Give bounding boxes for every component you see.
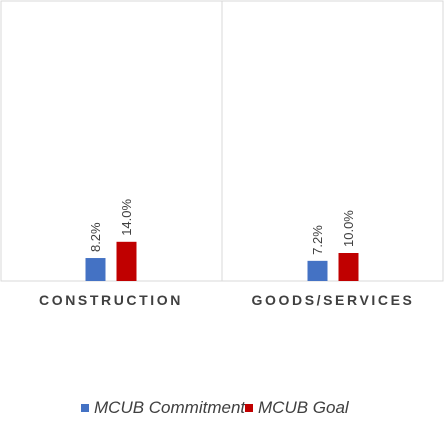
x-axis-ticks: CONSTRUCTION GOODS/SERVICES — [39, 292, 415, 308]
data-label: 10.0% — [341, 210, 356, 247]
data-label: 7.2% — [310, 225, 325, 255]
data-label: 8.2% — [88, 222, 103, 252]
legend-label: MCUB Goal — [258, 398, 350, 417]
bar-commitment-construction — [85, 258, 106, 281]
legend: MCUB Commitment MCUB Goal — [81, 398, 350, 417]
data-labels: 8.2% 14.0% 7.2% 10.0% — [88, 198, 356, 254]
data-label: 14.0% — [119, 198, 134, 235]
bar-commitment-goods-services — [307, 260, 328, 281]
bar-goal-construction — [116, 241, 137, 281]
legend-swatch — [81, 404, 89, 412]
legend-label: MCUB Commitment — [94, 398, 246, 417]
x-tick-label: CONSTRUCTION — [39, 292, 183, 308]
x-tick-label: GOODS/SERVICES — [252, 292, 415, 308]
bars — [85, 241, 359, 281]
bar-goal-goods-services — [338, 253, 359, 281]
legend-swatch — [245, 404, 253, 412]
